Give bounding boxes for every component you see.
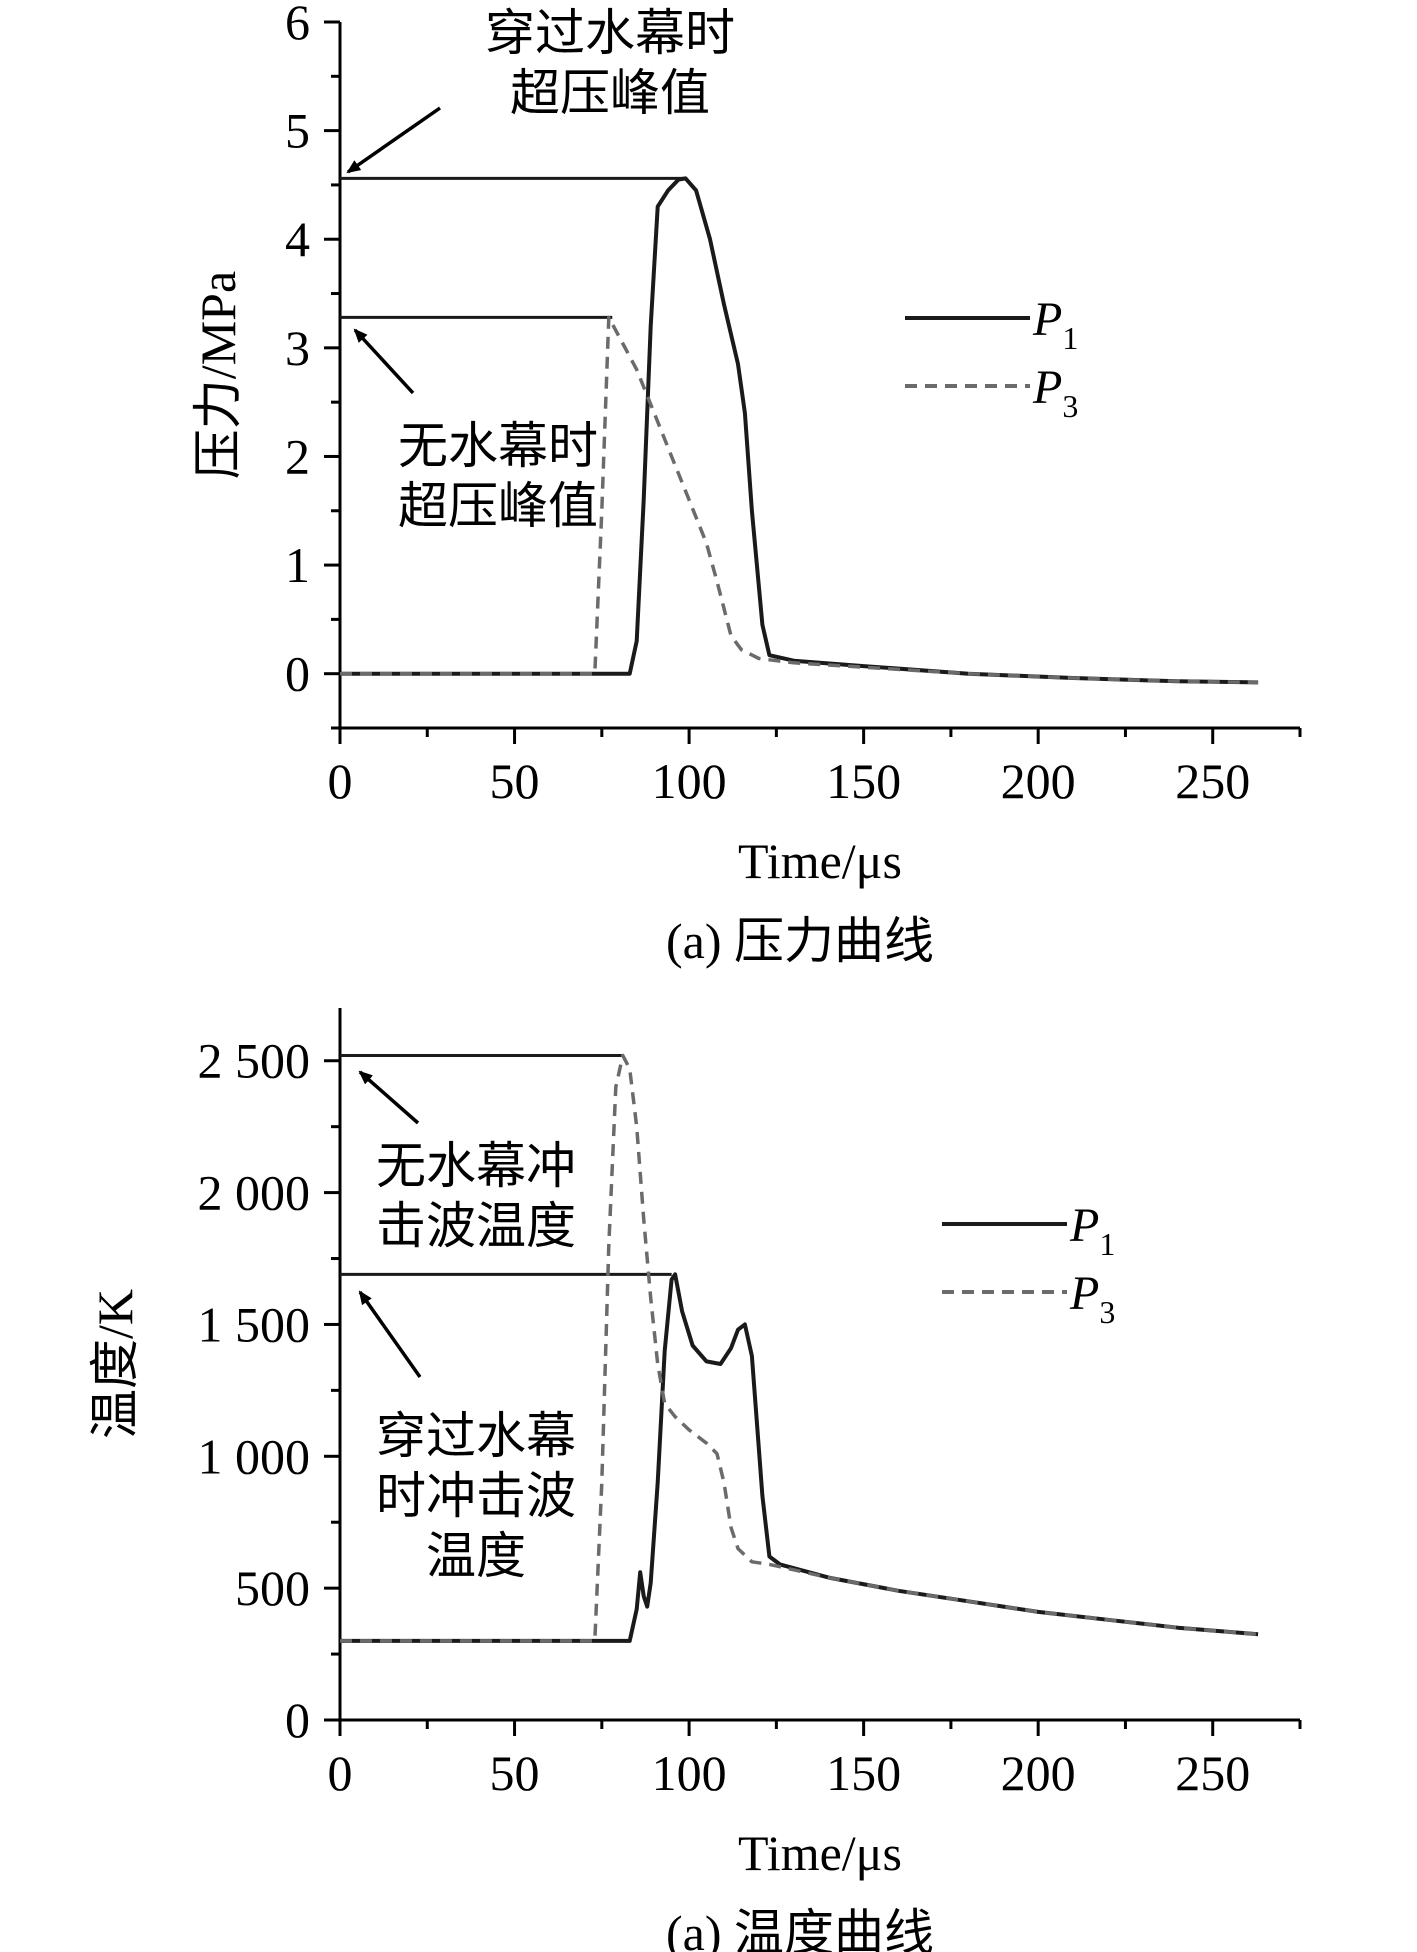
y-tick-label: 0 [285, 646, 310, 702]
x-tick-label: 0 [328, 1745, 353, 1801]
legend-series-name: P [1069, 1199, 1099, 1252]
x-tick-label: 200 [1001, 753, 1076, 809]
y-tick-label: 0 [285, 1692, 310, 1748]
y-tick-label: 6 [285, 0, 310, 50]
x-tick-label: 150 [826, 1745, 901, 1801]
annotation-through-peak: 穿过水幕时超压峰值 [485, 5, 735, 121]
x-tick-label: 0 [328, 753, 353, 809]
annotation-line: 无水幕冲 [376, 1138, 576, 1194]
annotation-line: 无水幕时 [398, 418, 598, 474]
annotation-line: 时冲击波 [376, 1468, 576, 1524]
legend-series-name: P [1032, 293, 1062, 346]
x-tick-label: 50 [490, 753, 540, 809]
y-tick-label: 1 [285, 537, 310, 593]
chart-panel-2: 0 50 100 150 200 250 0 500 1 000 1 500 2 000 2 500 T… [87, 1008, 1302, 1952]
legend-series-name: P [1032, 361, 1062, 414]
annotation-arrow [346, 106, 441, 174]
annotation-line: 穿过水幕时 [485, 5, 735, 61]
series-line-p1 [340, 1272, 1259, 1643]
x-tick-label: 50 [490, 1745, 540, 1801]
annotation-no-curtain-peak: 无水幕时超压峰值 [398, 418, 598, 534]
y-tick-label: 2 [285, 428, 310, 484]
legend-series-subscript: 1 [1062, 320, 1078, 356]
x-tick-label: 250 [1175, 1745, 1250, 1801]
legend-label-p1: P1 [1069, 1199, 1115, 1262]
x-axis-title: Time/μs [738, 1825, 902, 1881]
annotation-line: 击波温度 [376, 1198, 576, 1254]
chart-panel-1: 0 50 100 150 200 250 0 1 2 3 4 5 6 Time/μs 压力/MPa (a) 压… [190, 0, 1302, 969]
y-tick-label: 3 [285, 320, 310, 376]
legend-series-subscript: 3 [1062, 388, 1078, 424]
legend-series-name: P [1069, 1267, 1099, 1320]
y-tick-label: 1 000 [198, 1428, 311, 1484]
legend-label-p1: P1 [1032, 293, 1078, 356]
annotation-no-curtain-temp: 无水幕冲击波温度 [376, 1138, 576, 1254]
legend-series-subscript: 1 [1099, 1226, 1115, 1262]
annotation-through-temp: 穿过水幕时冲击波温度 [376, 1408, 576, 1584]
series-line-p3 [340, 315, 1259, 685]
y-tick-label: 5 [285, 103, 310, 159]
annotation-line: 温度 [426, 1528, 526, 1584]
legend-label-p3: P3 [1032, 361, 1078, 424]
y-tick-label: 500 [235, 1560, 310, 1616]
y-axis-title: 温度/K [87, 1289, 143, 1439]
annotation-arrow [358, 1290, 422, 1379]
y-tick-label: 2 500 [198, 1033, 311, 1089]
series-line-p3 [340, 1053, 1259, 1643]
y-axis-title: 压力/MPa [190, 271, 246, 479]
x-tick-label: 150 [826, 753, 901, 809]
annotation-line: 超压峰值 [510, 65, 710, 121]
figure-caption: (a) 压力曲线 [666, 913, 934, 969]
x-tick-label: 100 [652, 1745, 727, 1801]
legend-label-p3: P3 [1069, 1267, 1115, 1330]
annotation-line: 超压峰值 [398, 478, 598, 534]
annotation-arrow [358, 1070, 420, 1125]
legend-series-subscript: 3 [1099, 1294, 1115, 1330]
x-axis-title: Time/μs [738, 833, 902, 889]
figure-caption: (a) 温度曲线 [666, 1905, 934, 1952]
x-tick-label: 100 [652, 753, 727, 809]
annotation-arrow [353, 328, 415, 395]
x-tick-label: 250 [1175, 753, 1250, 809]
y-tick-label: 4 [285, 211, 310, 267]
y-tick-label: 2 000 [198, 1165, 311, 1221]
x-tick-label: 200 [1001, 1745, 1076, 1801]
y-tick-label: 1 500 [198, 1296, 311, 1352]
annotation-line: 穿过水幕 [376, 1408, 576, 1464]
